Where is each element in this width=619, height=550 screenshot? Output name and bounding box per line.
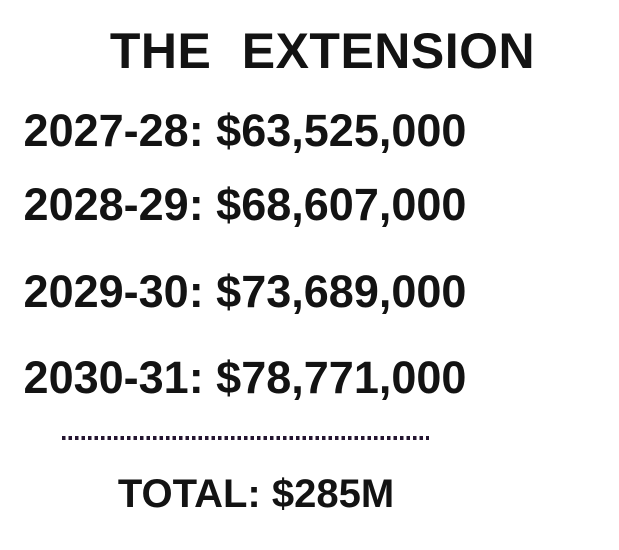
total-label: TOTAL: $285M <box>117 472 395 516</box>
list-item-2030-31: 2030-31: $78,771,000 <box>23 352 467 403</box>
page-title: THE EXTENSION <box>109 23 536 79</box>
list-item-2027-28: 2027-28: $63,525,000 <box>23 105 467 156</box>
list-item-2029-30: 2029-30: $73,689,000 <box>23 266 467 317</box>
dotted-divider <box>62 436 429 440</box>
list-item-2028-29: 2028-29: $68,607,000 <box>23 179 467 230</box>
